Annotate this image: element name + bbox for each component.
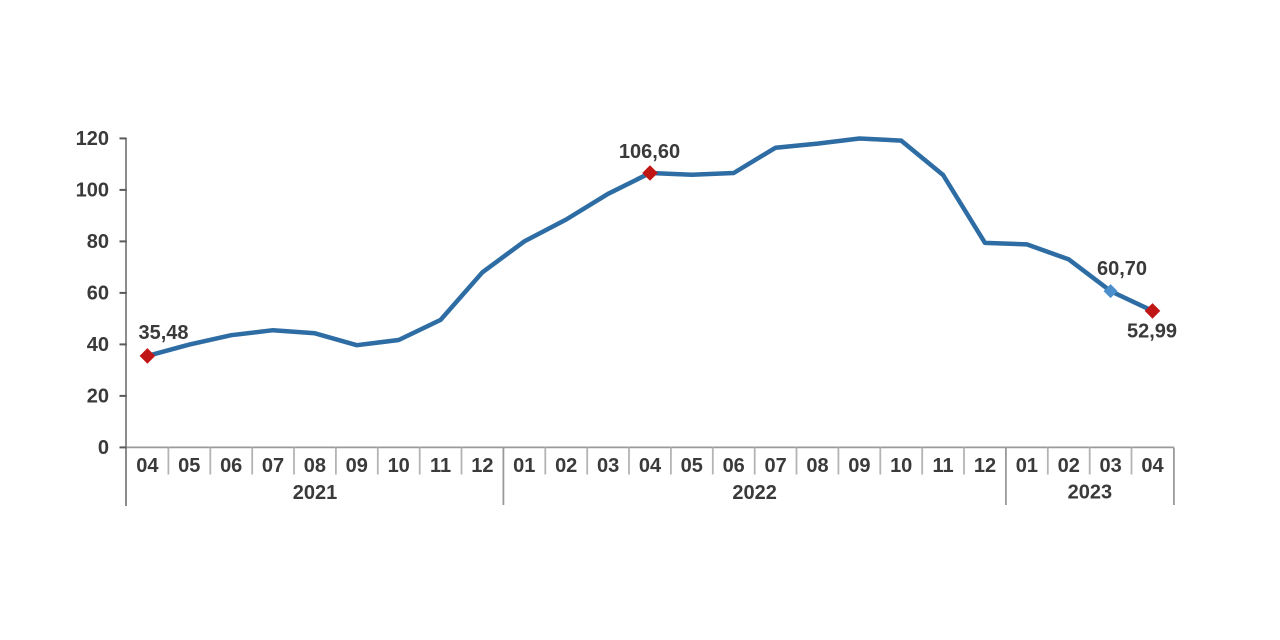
svg-text:120: 120 [76,128,109,150]
svg-text:2022: 2022 [732,482,777,504]
svg-text:35,48: 35,48 [138,322,188,344]
svg-text:60,70: 60,70 [1097,258,1147,280]
svg-text:08: 08 [304,455,326,477]
svg-text:12: 12 [471,455,493,477]
svg-text:04: 04 [1141,455,1164,477]
svg-text:02: 02 [555,455,577,477]
svg-text:11: 11 [430,455,451,477]
svg-text:106,60: 106,60 [619,141,680,163]
svg-text:12: 12 [974,455,996,477]
svg-text:20: 20 [87,386,109,408]
svg-text:60: 60 [87,283,109,305]
svg-text:01: 01 [513,455,535,477]
svg-text:07: 07 [764,455,786,477]
svg-text:10: 10 [890,455,912,477]
svg-text:03: 03 [597,455,619,477]
svg-text:05: 05 [178,455,200,477]
svg-text:08: 08 [806,455,828,477]
svg-text:05: 05 [681,455,703,477]
svg-text:80: 80 [87,231,109,253]
svg-text:06: 06 [723,455,745,477]
svg-text:01: 01 [1016,455,1038,477]
svg-text:04: 04 [136,455,159,477]
svg-text:2023: 2023 [1068,482,1113,504]
svg-text:09: 09 [848,455,870,477]
svg-text:04: 04 [639,455,662,477]
svg-text:11: 11 [933,455,954,477]
svg-text:07: 07 [262,455,284,477]
svg-text:100: 100 [76,180,109,202]
svg-text:06: 06 [220,455,242,477]
svg-text:03: 03 [1099,455,1121,477]
svg-text:52,99: 52,99 [1127,321,1177,343]
svg-text:2021: 2021 [293,482,338,504]
svg-text:0: 0 [98,437,109,459]
svg-text:02: 02 [1058,455,1080,477]
svg-text:10: 10 [388,455,410,477]
svg-text:09: 09 [346,455,368,477]
svg-text:40: 40 [87,334,109,356]
